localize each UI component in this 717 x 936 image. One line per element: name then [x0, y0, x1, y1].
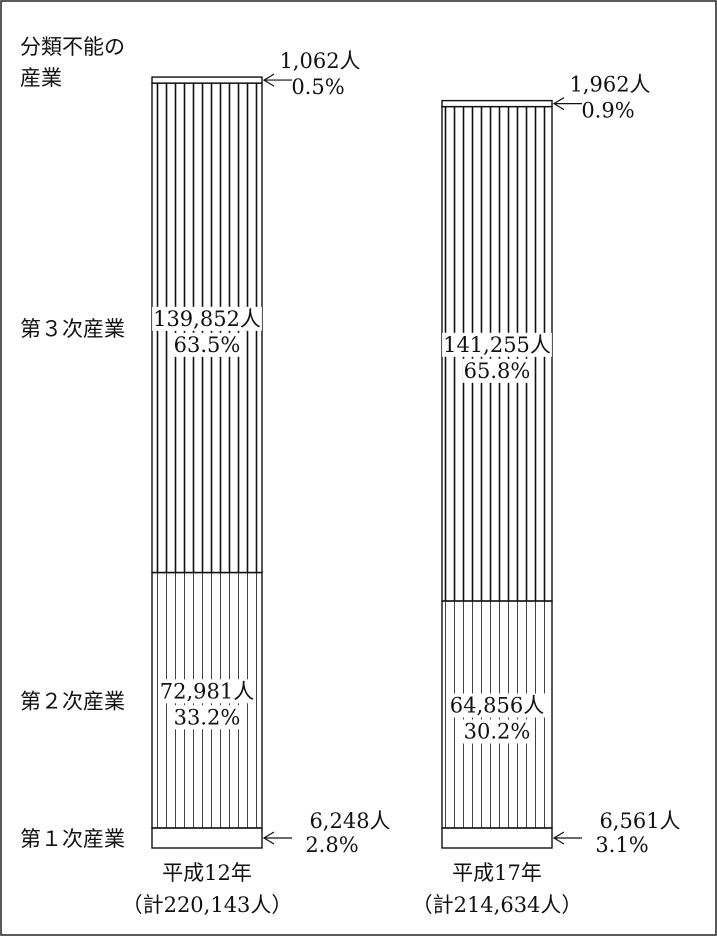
arrow-primary-0 — [262, 831, 292, 845]
value-label-3-1: 1,962人 — [569, 73, 650, 97]
value-label-2-1: 141,255人 — [443, 333, 551, 357]
percent-label-1-1: 30.2% — [464, 720, 531, 744]
segment-label-primary: 第１次産業 — [20, 827, 125, 851]
value-label-2-1-bg — [442, 332, 552, 357]
value-label-1-1-bg — [448, 693, 546, 718]
percent-label-2-0: 63.5% — [174, 333, 241, 357]
category-total-1: （計214,634人） — [412, 893, 583, 917]
bar-unclassified-0 — [151, 76, 263, 84]
bar-unclassified-1 — [441, 99, 553, 108]
segment-label-secondary: 第２次産業 — [20, 689, 125, 713]
value-label-0-0: 6,248人 — [309, 809, 390, 833]
segment-label-unclassified-line2: 産業 — [20, 66, 62, 90]
value-label-1-0-bg — [158, 679, 256, 704]
segment-label-unclassified-line1: 分類不能の — [20, 35, 125, 59]
category-year-1: 平成17年 — [452, 861, 542, 885]
category-year-0: 平成12年 — [162, 861, 252, 885]
arrow-unclassified-1 — [552, 97, 582, 111]
percent-label-3-0: 0.5% — [291, 75, 344, 99]
arrow-primary-1 — [552, 831, 582, 845]
value-label-2-0-bg — [152, 306, 262, 331]
segment-label-tertiary: 第３次産業 — [20, 317, 125, 341]
percent-label-2-1-bg — [462, 358, 532, 383]
percent-label-1-0: 33.2% — [174, 705, 241, 729]
percent-label-2-1: 65.8% — [464, 359, 531, 383]
percent-label-3-1: 0.9% — [581, 99, 634, 123]
category-total-0: （計220,143人） — [122, 893, 293, 917]
bar-primary-0 — [151, 827, 263, 849]
percent-label-1-1-bg — [462, 719, 532, 744]
value-label-1-0: 72,981人 — [160, 679, 254, 703]
value-label-1-1: 64,856人 — [450, 694, 544, 718]
percent-label-1-0-bg — [172, 705, 242, 730]
value-label-0-1: 6,561人 — [599, 809, 680, 833]
percent-label-0-1: 3.1% — [595, 833, 648, 857]
bar-primary-1 — [441, 827, 553, 849]
value-label-3-0: 1,062人 — [279, 49, 360, 73]
value-label-2-0: 139,852人 — [153, 307, 261, 331]
percent-label-0-0: 2.8% — [305, 833, 358, 857]
arrow-unclassified-0 — [262, 73, 292, 87]
percent-label-2-0-bg — [172, 332, 242, 357]
